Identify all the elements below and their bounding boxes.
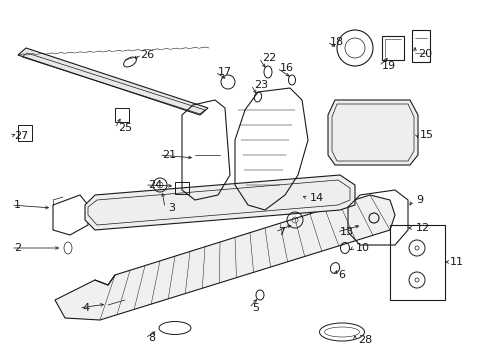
- Text: 21: 21: [162, 150, 176, 160]
- Text: 23: 23: [253, 80, 267, 90]
- Text: 2: 2: [14, 243, 21, 253]
- Text: 7: 7: [278, 227, 285, 237]
- Text: 11: 11: [449, 257, 463, 267]
- Text: 24: 24: [148, 180, 162, 190]
- Bar: [411, 30, 429, 62]
- Text: 4: 4: [82, 303, 89, 313]
- Text: 1: 1: [14, 200, 21, 210]
- Text: 22: 22: [262, 53, 276, 63]
- Text: 17: 17: [218, 67, 232, 77]
- Text: 16: 16: [280, 63, 293, 73]
- Text: 6: 6: [337, 270, 345, 280]
- Text: 13: 13: [339, 227, 353, 237]
- Text: 18: 18: [329, 37, 344, 47]
- Text: 12: 12: [415, 223, 429, 233]
- Bar: [115, 108, 129, 122]
- Text: 20: 20: [417, 49, 431, 59]
- Text: 28: 28: [357, 335, 371, 345]
- Text: 25: 25: [118, 123, 132, 133]
- Text: 15: 15: [419, 130, 433, 140]
- Text: 27: 27: [14, 131, 28, 141]
- Text: 26: 26: [140, 50, 154, 60]
- Bar: [18, 125, 32, 141]
- Text: 19: 19: [381, 61, 395, 71]
- Bar: [389, 225, 444, 300]
- Text: 3: 3: [168, 203, 175, 213]
- Text: 5: 5: [251, 303, 259, 313]
- Polygon shape: [55, 195, 394, 320]
- Bar: [381, 36, 403, 60]
- Text: 8: 8: [148, 333, 155, 343]
- Text: 14: 14: [309, 193, 324, 203]
- Polygon shape: [327, 100, 417, 165]
- Polygon shape: [18, 48, 207, 115]
- Text: 10: 10: [355, 243, 369, 253]
- Bar: [175, 182, 189, 194]
- Polygon shape: [85, 175, 354, 230]
- Text: 9: 9: [415, 195, 422, 205]
